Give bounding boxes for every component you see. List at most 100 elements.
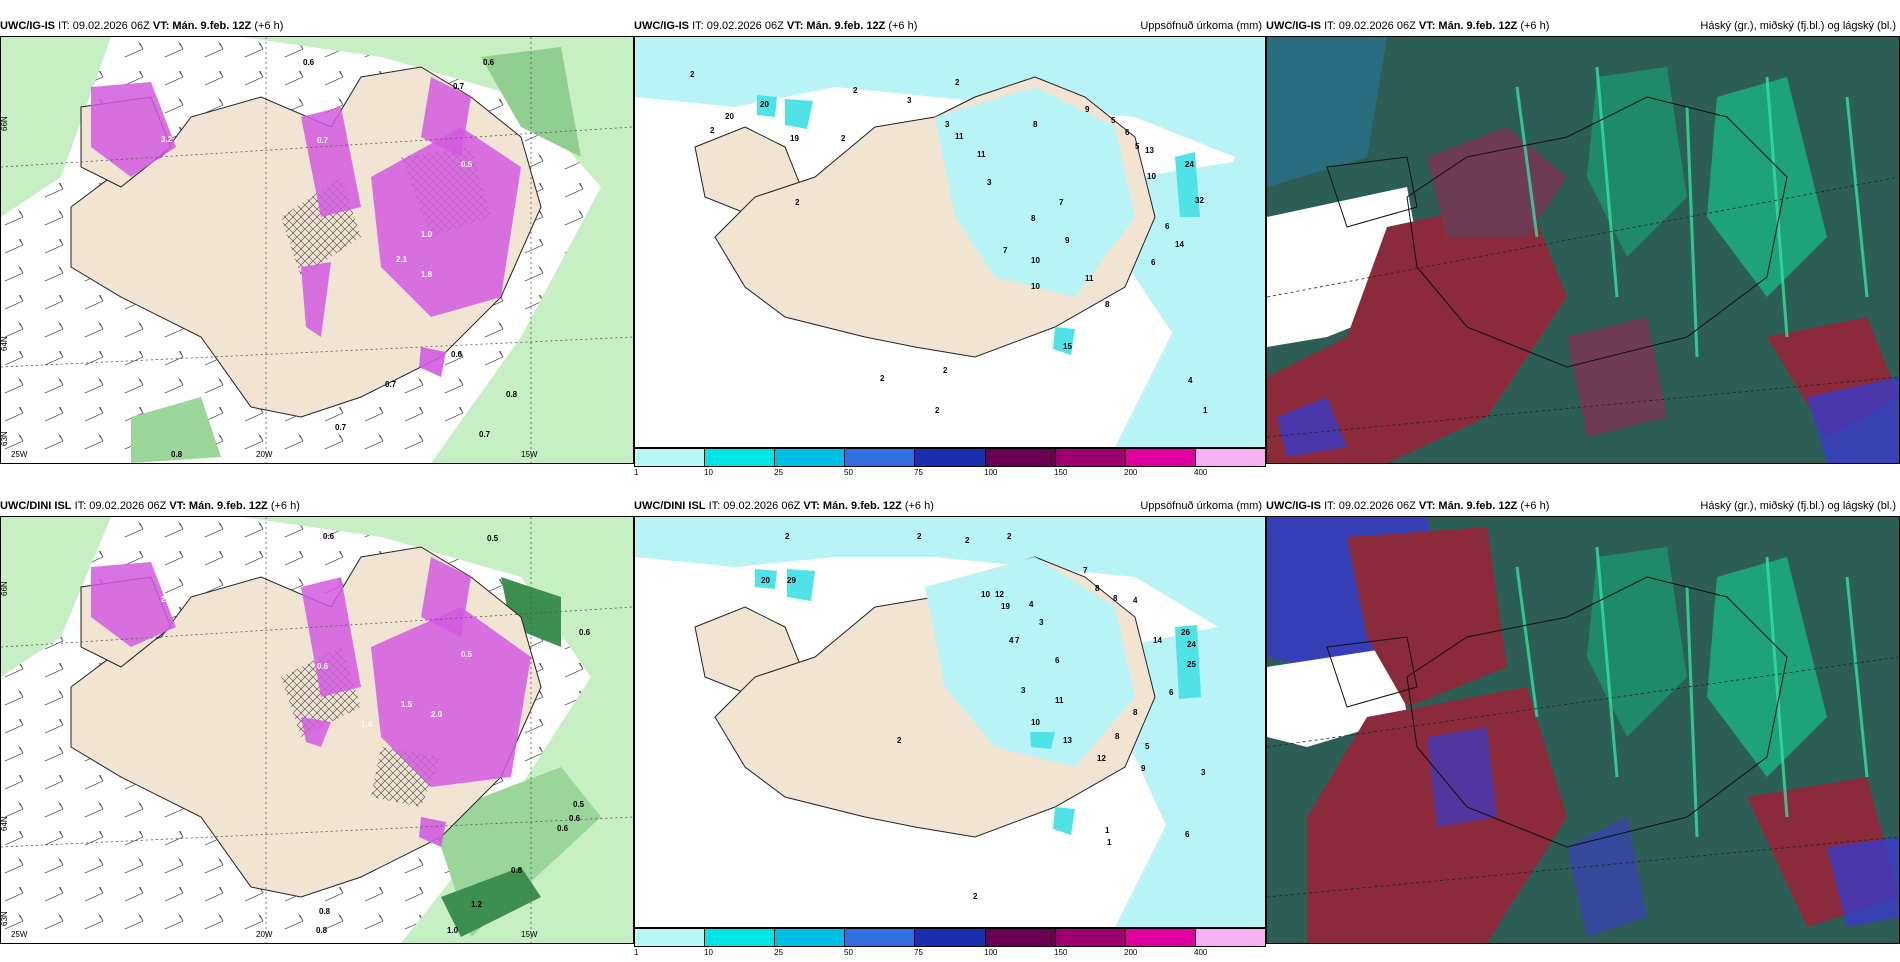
colorbar-swatch: [1195, 449, 1265, 466]
value-label: 9: [1141, 764, 1146, 773]
lat-label: 64N: [1, 336, 9, 351]
colorbar-tick: 150: [1054, 948, 1068, 957]
value-label: 14: [1153, 636, 1162, 645]
row2-left-panel: UWC/DINI ISL IT: 09.02.2026 06Z VT: Mán.…: [0, 496, 634, 944]
valid-time: Mán. 9.feb. 12Z: [1438, 20, 1518, 32]
colorbar-tick: 25: [774, 948, 783, 957]
value-label: 12: [1097, 754, 1106, 763]
model-name: UWC/DINI ISL: [634, 500, 706, 512]
value-label: 1.5: [401, 700, 413, 709]
value-label: 1.4: [361, 720, 373, 729]
value-label: 2: [965, 536, 970, 545]
model-name: UWC/IG-IS: [634, 20, 689, 32]
init-time: IT: 09.02.2026 06Z: [1324, 20, 1416, 32]
colorbar-swatch: [845, 929, 916, 946]
value-label: 6: [1151, 258, 1156, 267]
value-label: 3.2: [161, 135, 173, 144]
value-label: 20: [761, 576, 770, 585]
value-label: 2: [943, 366, 948, 375]
lead-time: (+6 h): [888, 20, 918, 32]
lon-label: 20W: [256, 930, 273, 939]
colorbar-swatch: [1125, 929, 1196, 946]
value-label: 5: [1135, 142, 1140, 151]
map-title: Uppsöfnuð úrkoma (mm): [1140, 20, 1262, 32]
value-label: 1: [1107, 838, 1112, 847]
value-label: 25: [1187, 660, 1196, 669]
colorbar-swatch: [705, 449, 776, 466]
value-labels: 2 2 2 2 20 29 10 12 19 7 8 8 4 4 3 6 26 …: [761, 532, 1206, 901]
colorbar-tick: 50: [844, 468, 853, 477]
value-label: 0.6: [557, 824, 569, 833]
colorbar-swatch: [775, 929, 846, 946]
value-label: 2.1: [396, 255, 408, 264]
map-canvas: [1267, 517, 1899, 943]
colorbar-tick: 400: [1194, 948, 1208, 957]
snow-wind-map: 66N 64N 63N 25W 20W 15W 0.6 0.6 0.7 3.2 …: [0, 36, 634, 464]
lat-label: 66N: [1, 116, 9, 131]
value-label: 0.7: [335, 423, 347, 432]
colorbar-tick: 10: [704, 468, 713, 477]
colorbar-tick: 1: [634, 468, 639, 477]
colorbar-swatch: [1125, 449, 1196, 466]
value-label: 20: [725, 112, 734, 121]
value-label: 0.8: [506, 390, 518, 399]
valid-time: Mán. 9.feb. 12Z: [172, 20, 252, 32]
value-label: 2: [841, 134, 846, 143]
colorbar-swatch: [1195, 929, 1265, 946]
value-label: 4: [1188, 376, 1193, 385]
value-label: 8: [1031, 214, 1036, 223]
map-canvas: 2 2 2 2 20 29 10 12 19 7 8 8 4 4 3 6 26 …: [635, 517, 1265, 927]
lead-time: (+6 h): [1520, 500, 1550, 512]
lat-label: 63N: [1, 431, 9, 446]
colorbar-tick: 50: [844, 948, 853, 957]
valid-label: VT:: [152, 20, 170, 32]
value-label: 0.8: [171, 450, 183, 459]
lead-time: (+6 h): [254, 20, 284, 32]
precip-map: 2 2 3 2 19 20 20 2 2 11 11 3 3 9 5 6 5 8…: [634, 36, 1266, 448]
model-name: UWC/IG-IS: [1266, 20, 1321, 32]
lon-label: 20W: [256, 450, 273, 459]
valid-time: Mán. 9.feb. 12Z: [188, 500, 268, 512]
colorbar-swatch: [915, 449, 986, 466]
colorbar-tick: 200: [1124, 468, 1138, 477]
map-canvas: 66N 64N 63N 25W 20W 15W 0.6 0.6 0.7 3.2 …: [1, 37, 633, 463]
value-label: 0.8: [316, 926, 328, 935]
colorbar-tick: 10: [704, 948, 713, 957]
map-canvas: [1267, 37, 1899, 463]
value-label: 0.7: [385, 380, 397, 389]
value-labels: 0.6 0.6 0.7 3.2 0.7 0.7 0.8 0.7 0.7 0.5 …: [161, 58, 518, 459]
lon-label: 15W: [521, 930, 538, 939]
lat-label: 66N: [1, 581, 9, 596]
row2-right-panel: UWC/IG-IS IT: 09.02.2026 06Z VT: Mán. 9.…: [1266, 496, 1900, 944]
value-label: 2: [795, 198, 800, 207]
value-label: 1.2: [471, 900, 483, 909]
value-label: 32: [1195, 196, 1204, 205]
colorbar-swatch: [915, 929, 986, 946]
value-label: 0.6: [451, 350, 463, 359]
value-label: 2.6: [161, 595, 173, 604]
valid-label: VT:: [786, 20, 804, 32]
colorbar-tick: 75: [914, 948, 923, 957]
value-label: 8: [1095, 584, 1100, 593]
value-label: 2: [897, 736, 902, 745]
colorbar-swatch: [1055, 929, 1126, 946]
valid-label: VT:: [1418, 500, 1436, 512]
lead-time: (+6 h): [904, 500, 934, 512]
valid-time: Mán. 9.feb. 12Z: [822, 500, 902, 512]
row1-right-panel: UWC/IG-IS IT: 09.02.2026 06Z VT: Mán. 9.…: [1266, 16, 1900, 464]
value-label: 5: [1145, 742, 1150, 751]
row1-mid-header: UWC/IG-IS IT: 09.02.2026 06Z VT: Mán. 9.…: [634, 16, 1266, 36]
value-label: 0.5: [461, 650, 473, 659]
row2-mid-header: UWC/DINI ISL IT: 09.02.2026 06Z VT: Mán.…: [634, 496, 1266, 516]
value-label: 3: [907, 96, 912, 105]
row1-right-header: UWC/IG-IS IT: 09.02.2026 06Z VT: Mán. 9.…: [1266, 16, 1900, 36]
value-label: 0.7: [317, 136, 329, 145]
value-label: 3: [987, 178, 992, 187]
value-label: 2: [880, 374, 885, 383]
value-label: 0.5: [573, 800, 585, 809]
colorbar-tick: 25: [774, 468, 783, 477]
value-label: 7: [1015, 636, 1020, 645]
value-label: 8: [1113, 594, 1118, 603]
snow-wind-map: 66N 64N 63N 25W 20W 15W 0.6 0.6 2.6 0.6 …: [0, 516, 634, 944]
value-label: 29: [787, 576, 796, 585]
